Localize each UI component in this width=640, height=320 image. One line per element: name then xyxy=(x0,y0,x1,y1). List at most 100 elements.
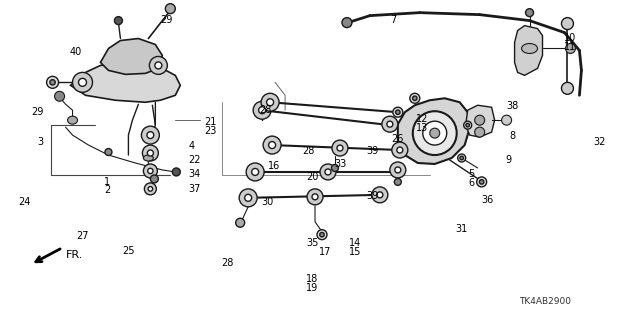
Text: 12: 12 xyxy=(416,114,428,124)
Ellipse shape xyxy=(372,187,388,203)
Ellipse shape xyxy=(261,93,279,111)
Ellipse shape xyxy=(382,116,398,132)
Text: 28: 28 xyxy=(221,258,234,268)
Text: 22: 22 xyxy=(188,155,201,165)
Text: 9: 9 xyxy=(505,155,511,165)
Ellipse shape xyxy=(395,167,401,173)
Polygon shape xyxy=(515,26,543,76)
Ellipse shape xyxy=(269,141,276,148)
Ellipse shape xyxy=(141,126,159,144)
Ellipse shape xyxy=(522,44,538,53)
Ellipse shape xyxy=(413,111,457,155)
Ellipse shape xyxy=(320,164,336,180)
Ellipse shape xyxy=(337,145,343,151)
Ellipse shape xyxy=(148,187,153,191)
Text: 31: 31 xyxy=(456,224,468,235)
Ellipse shape xyxy=(458,154,466,162)
Ellipse shape xyxy=(377,192,383,198)
Text: 10: 10 xyxy=(564,33,576,43)
Text: 2: 2 xyxy=(104,185,110,195)
Text: 28: 28 xyxy=(259,105,272,115)
Ellipse shape xyxy=(307,189,323,205)
Ellipse shape xyxy=(475,127,484,137)
Text: 13: 13 xyxy=(416,123,428,133)
Text: 35: 35 xyxy=(306,238,318,248)
Text: 25: 25 xyxy=(122,246,134,256)
Ellipse shape xyxy=(239,189,257,207)
Ellipse shape xyxy=(147,150,154,156)
Text: 30: 30 xyxy=(261,197,273,207)
Text: 24: 24 xyxy=(19,197,31,207)
Text: 33: 33 xyxy=(334,159,346,169)
Ellipse shape xyxy=(145,183,156,195)
Ellipse shape xyxy=(246,163,264,181)
Ellipse shape xyxy=(464,121,472,129)
Ellipse shape xyxy=(390,162,406,178)
Ellipse shape xyxy=(394,179,401,185)
Text: FR.: FR. xyxy=(65,250,83,260)
Ellipse shape xyxy=(392,142,408,158)
Ellipse shape xyxy=(561,18,573,29)
Ellipse shape xyxy=(479,180,484,184)
Ellipse shape xyxy=(393,107,403,117)
Ellipse shape xyxy=(397,147,403,153)
Text: 27: 27 xyxy=(76,231,88,241)
Text: 28: 28 xyxy=(302,146,314,156)
Ellipse shape xyxy=(236,218,244,227)
Text: 36: 36 xyxy=(481,195,493,205)
Ellipse shape xyxy=(325,169,331,175)
Ellipse shape xyxy=(172,168,180,176)
Ellipse shape xyxy=(72,72,93,92)
Polygon shape xyxy=(466,105,495,137)
Text: 37: 37 xyxy=(188,184,201,194)
Polygon shape xyxy=(398,98,470,164)
Text: 15: 15 xyxy=(349,247,361,257)
Ellipse shape xyxy=(317,230,327,240)
Text: TK4AB2900: TK4AB2900 xyxy=(520,297,572,306)
Ellipse shape xyxy=(50,80,55,85)
Ellipse shape xyxy=(267,99,274,106)
Text: 32: 32 xyxy=(593,137,605,147)
Polygon shape xyxy=(100,38,163,74)
Text: 19: 19 xyxy=(306,283,318,293)
Ellipse shape xyxy=(148,168,153,174)
Ellipse shape xyxy=(312,194,318,200)
Ellipse shape xyxy=(150,175,158,183)
Ellipse shape xyxy=(332,140,348,156)
Text: 38: 38 xyxy=(506,101,519,111)
Ellipse shape xyxy=(68,116,77,124)
Ellipse shape xyxy=(143,155,154,161)
Ellipse shape xyxy=(430,128,440,138)
Text: 18: 18 xyxy=(306,275,318,284)
Ellipse shape xyxy=(460,156,463,160)
Text: 34: 34 xyxy=(188,169,201,179)
Ellipse shape xyxy=(54,91,65,101)
Ellipse shape xyxy=(320,232,324,237)
Ellipse shape xyxy=(396,110,400,115)
Ellipse shape xyxy=(253,101,271,119)
Text: 7: 7 xyxy=(390,15,397,25)
Ellipse shape xyxy=(105,148,112,156)
Text: 39: 39 xyxy=(366,191,378,201)
Text: 26: 26 xyxy=(392,134,404,144)
Ellipse shape xyxy=(147,132,154,139)
Text: 11: 11 xyxy=(564,42,576,52)
Ellipse shape xyxy=(566,44,575,53)
Text: 16: 16 xyxy=(268,161,280,171)
Ellipse shape xyxy=(475,115,484,125)
Text: 21: 21 xyxy=(204,117,216,127)
Text: 23: 23 xyxy=(204,126,216,136)
Ellipse shape xyxy=(263,136,281,154)
Ellipse shape xyxy=(387,121,393,127)
Ellipse shape xyxy=(466,123,470,127)
Ellipse shape xyxy=(47,76,59,88)
Ellipse shape xyxy=(115,17,122,25)
Text: 4: 4 xyxy=(188,141,195,151)
Ellipse shape xyxy=(259,107,266,114)
Text: 40: 40 xyxy=(70,47,82,57)
Ellipse shape xyxy=(252,168,259,175)
Ellipse shape xyxy=(502,115,511,125)
Ellipse shape xyxy=(155,62,162,69)
Text: 29: 29 xyxy=(31,107,44,117)
Text: 5: 5 xyxy=(468,169,474,179)
